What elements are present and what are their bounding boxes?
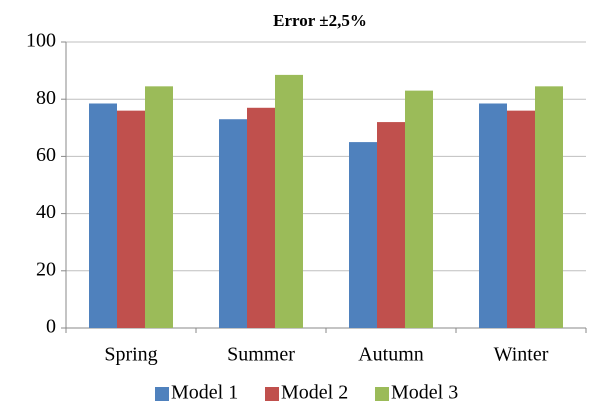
y-tick-label: 40	[36, 201, 56, 223]
bar	[219, 119, 247, 328]
bar	[405, 90, 433, 329]
x-tick-label: Summer	[227, 344, 295, 366]
bar	[377, 122, 405, 328]
bar	[117, 110, 145, 328]
legend-label: Model 2	[281, 382, 348, 404]
y-tick-label: 100	[26, 30, 56, 52]
y-tick-label: 80	[36, 87, 56, 109]
y-tick-label: 20	[36, 258, 56, 280]
legend-swatch	[265, 387, 279, 401]
x-tick-label: Spring	[104, 344, 157, 366]
y-tick-label: 60	[36, 144, 56, 166]
legend-swatch	[155, 387, 169, 401]
legend-label: Model 3	[391, 382, 458, 404]
legend-label: Model 1	[171, 382, 238, 404]
bar	[535, 86, 563, 328]
legend-swatch	[375, 387, 389, 401]
bar	[89, 103, 117, 329]
bar	[145, 86, 173, 328]
y-tick-label: 0	[46, 316, 56, 338]
x-tick-label: Winter	[494, 344, 549, 366]
bar	[275, 74, 303, 328]
bar	[247, 107, 275, 328]
bar	[507, 110, 535, 328]
bar	[479, 103, 507, 329]
bar	[349, 142, 377, 328]
chart-title: Error ±2,5%	[273, 11, 367, 30]
x-tick-label: Autumn	[358, 344, 424, 366]
